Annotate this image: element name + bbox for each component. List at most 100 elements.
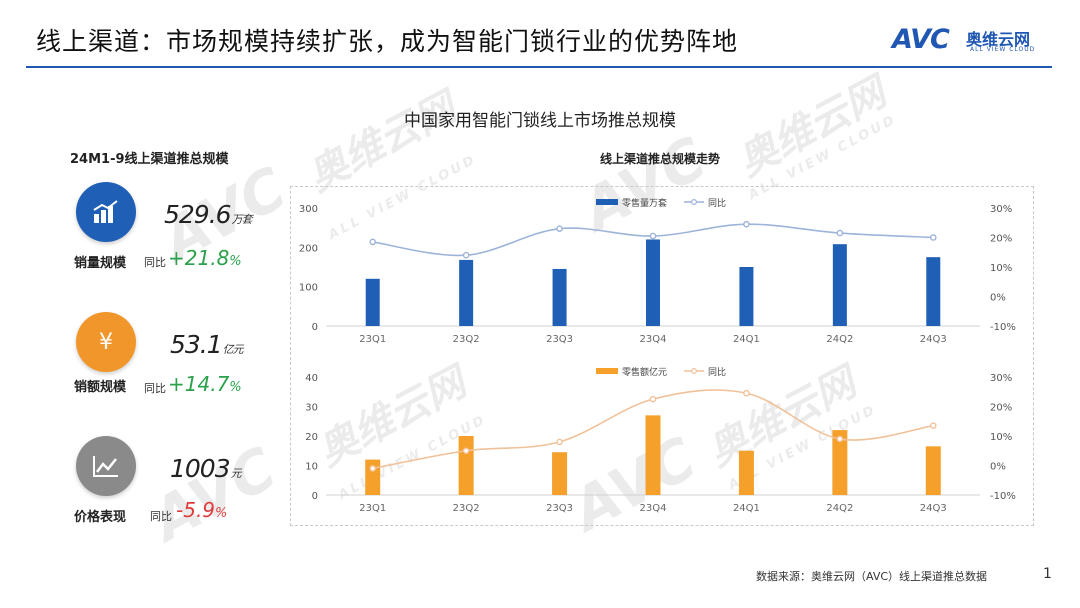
- x-tick-label: 24Q3: [920, 503, 947, 514]
- kpi-sales-volume-yoy: +21.8%: [168, 246, 242, 270]
- x-tick-label: 24Q1: [733, 334, 760, 345]
- y-right-tick-label: 30%: [990, 373, 1012, 384]
- bar: [926, 257, 941, 326]
- legend-line-label: 同比: [708, 197, 726, 209]
- logo-cn-text: 奥维云网: [966, 30, 1031, 49]
- logo-en-text: ALL VIEW CLOUD: [970, 46, 1036, 53]
- kpi-sales-amount-value: 53.1亿元: [170, 330, 244, 359]
- y-tick-label: 40: [305, 373, 318, 384]
- bar: [458, 436, 474, 495]
- y-tick-label: 200: [299, 243, 318, 254]
- y-right-tick-label: 10%: [990, 263, 1012, 274]
- bar: [365, 278, 380, 326]
- x-tick-label: 23Q2: [453, 503, 480, 514]
- yoy-point: [929, 234, 937, 241]
- x-tick-label: 23Q1: [359, 334, 386, 345]
- yoy-point: [649, 232, 657, 240]
- yoy-point: [743, 220, 750, 228]
- bar-chart-icon: [76, 182, 136, 242]
- logo-avc-text: AVC: [892, 24, 950, 55]
- x-tick-label: 23Q3: [546, 334, 573, 345]
- bar: [832, 430, 848, 495]
- yoy-point: [369, 238, 377, 246]
- yoy-point: [649, 395, 657, 403]
- x-tick-label: 24Q3: [920, 334, 947, 345]
- yoy-point: [369, 465, 377, 472]
- bar: [832, 244, 847, 326]
- page-number: 1: [1043, 566, 1052, 582]
- chart-subtitle: 线上渠道推总规模走势: [599, 152, 720, 166]
- x-tick-label: 23Q1: [359, 503, 386, 514]
- y-right-tick-label: -10%: [990, 491, 1016, 502]
- kpi-sales-amount-label: 销额规模: [74, 380, 127, 395]
- y-right-tick-label: 0%: [990, 293, 1006, 304]
- kpi-unit: 元: [230, 467, 242, 480]
- yoy-point: [462, 447, 470, 455]
- chart-main-title: 中国家用智能门锁线上市场推总规模: [404, 111, 676, 131]
- y-tick-label: 30: [305, 403, 318, 414]
- bar: [739, 267, 754, 326]
- header-divider: [26, 66, 1052, 68]
- legend-bar-swatch: [596, 199, 618, 205]
- line-chart-icon: [76, 436, 136, 496]
- x-tick-label: 24Q1: [733, 503, 760, 514]
- y-right-tick-label: -10%: [990, 322, 1016, 333]
- bar: [645, 415, 661, 495]
- y-right-tick-label: 30%: [990, 204, 1012, 215]
- legend-bar-label: 零售量万套: [622, 197, 667, 209]
- bar: [365, 459, 381, 495]
- x-tick-label: 23Q4: [640, 334, 667, 345]
- bar: [738, 450, 754, 495]
- y-tick-label: 20: [305, 432, 318, 443]
- legend-bar-label: 零售额亿元: [622, 366, 667, 378]
- legend-line-marker: [690, 368, 697, 375]
- y-tick-label: 100: [299, 283, 318, 294]
- bar: [646, 239, 660, 326]
- x-tick-label: 23Q3: [546, 503, 573, 514]
- kpi-yoy-label: 同比: [150, 510, 172, 523]
- y-right-tick-label: 0%: [990, 462, 1006, 473]
- yuan-icon: ¥: [76, 312, 136, 372]
- yuan-glyph: ¥: [99, 329, 113, 355]
- yoy-point: [836, 229, 844, 237]
- kpi-yoy-label: 同比: [144, 382, 166, 395]
- legend-bar-swatch: [596, 368, 618, 374]
- x-tick-label: 24Q2: [826, 503, 853, 514]
- x-tick-label: 23Q4: [640, 503, 667, 514]
- y-right-tick-label: 10%: [990, 432, 1012, 443]
- kpi-sales-volume-value: 529.6万套: [164, 200, 253, 229]
- kpi-sales-volume-label: 销量规模: [74, 256, 127, 271]
- bar: [459, 259, 474, 326]
- kpi-price-value: 1003元: [170, 454, 242, 483]
- left-panel-title: 24M1-9线上渠道推总规模: [70, 152, 229, 167]
- y-tick-label: 300: [299, 204, 318, 215]
- kpi-sales-amount-yoy: +14.7%: [168, 372, 242, 396]
- y-right-tick-label: 20%: [990, 234, 1012, 245]
- yoy-point: [556, 438, 563, 446]
- legend-line-label: 同比: [708, 366, 726, 378]
- kpi-yoy-label: 同比: [144, 256, 166, 269]
- page-title: 线上渠道：市场规模持续扩张，成为智能门锁行业的优势阵地: [36, 27, 739, 56]
- data-source: 数据来源：奥维云网（AVC）线上渠道推总数据: [756, 570, 988, 583]
- yoy-point: [462, 251, 470, 259]
- legend-line-marker: [690, 199, 697, 206]
- y-tick-label: 0: [312, 491, 318, 502]
- x-tick-label: 23Q2: [453, 334, 480, 345]
- yoy-point: [929, 422, 937, 429]
- y-tick-label: 0: [312, 322, 318, 333]
- y-tick-label: 10: [305, 462, 318, 473]
- avc-logo: AVC 奥维云网 ALL VIEW CLOUD: [892, 24, 1052, 58]
- yoy-point: [743, 389, 750, 397]
- kpi-price-label: 价格表现: [74, 510, 127, 525]
- kpi-unit: 亿元: [222, 343, 244, 356]
- kpi-unit: 万套: [231, 213, 253, 226]
- x-tick-label: 24Q2: [826, 334, 853, 345]
- kpi-price-yoy: -5.9%: [176, 498, 228, 522]
- yoy-point: [556, 225, 563, 232]
- bar: [925, 446, 941, 495]
- chart-frame: [290, 186, 1034, 526]
- bar: [552, 452, 568, 495]
- y-right-tick-label: 20%: [990, 403, 1012, 414]
- bar: [552, 268, 567, 326]
